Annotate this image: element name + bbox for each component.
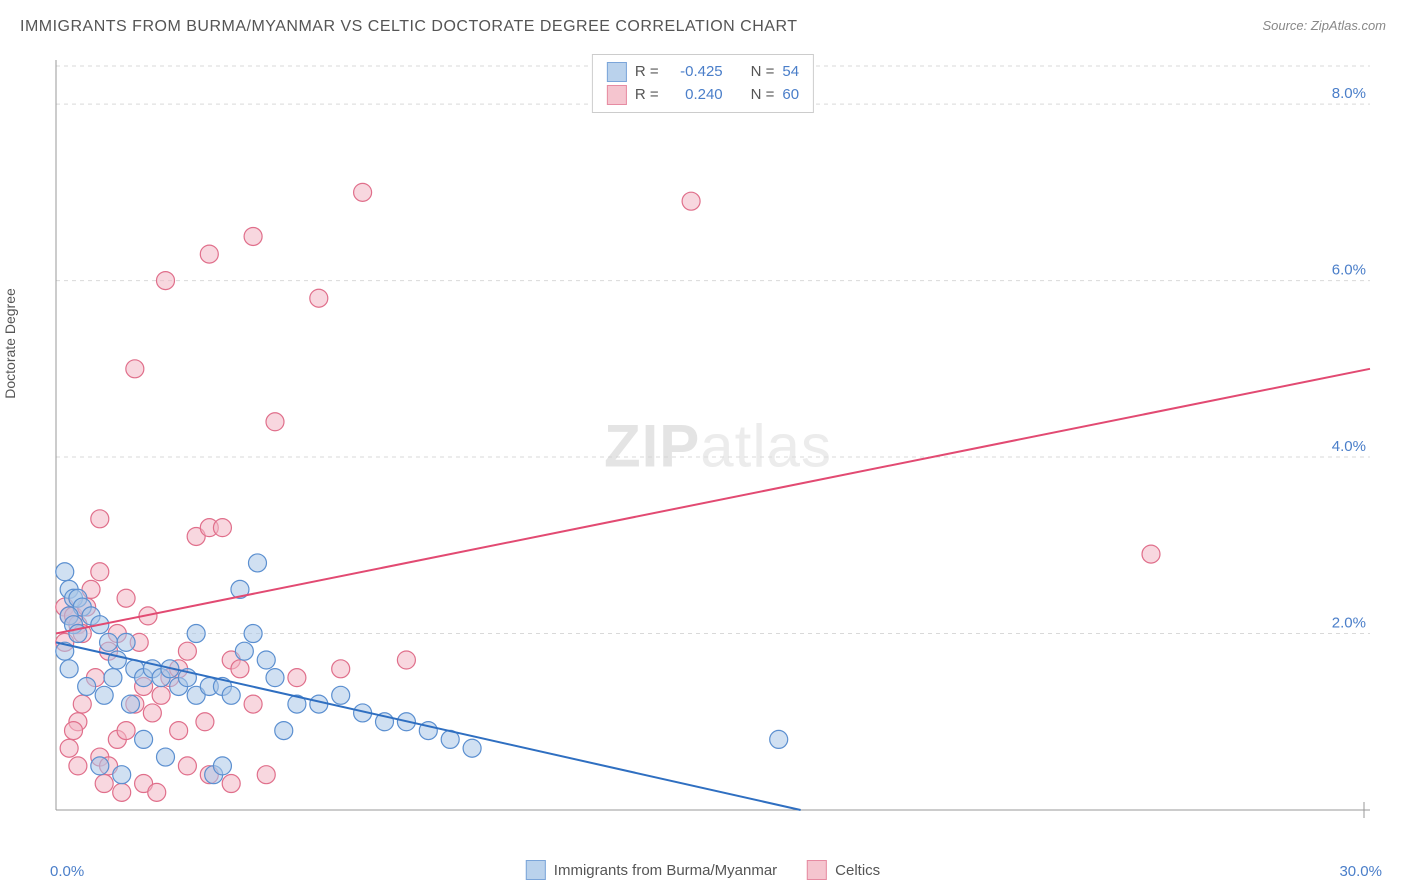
legend-n-label: N = (751, 61, 775, 84)
data-point (95, 775, 113, 793)
data-point (213, 757, 231, 775)
legend-n-label: N = (751, 84, 775, 107)
chart-area: 2.0%4.0%6.0%8.0% ZIPatlas (50, 50, 1386, 842)
data-point (108, 651, 126, 669)
data-point (178, 642, 196, 660)
data-point (91, 510, 109, 528)
data-point (200, 245, 218, 263)
y-tick-label: 6.0% (1332, 262, 1366, 279)
legend-r-value: 0.240 (667, 84, 723, 107)
data-point (257, 651, 275, 669)
data-point (196, 713, 214, 731)
legend-n-value: 54 (782, 61, 799, 84)
data-point (244, 695, 262, 713)
data-point (170, 722, 188, 740)
y-tick-label: 4.0% (1332, 438, 1366, 455)
data-point (91, 757, 109, 775)
data-point (354, 183, 372, 201)
data-point (332, 686, 350, 704)
data-point (60, 660, 78, 678)
legend-r-value: -0.425 (667, 61, 723, 84)
scatter-chart: 2.0% 4.0% 6.0% 8.0% (50, 50, 1386, 842)
data-point (157, 272, 175, 290)
trend-line (56, 369, 1370, 634)
data-point (135, 730, 153, 748)
data-point (56, 563, 74, 581)
data-point (213, 519, 231, 537)
legend-label: Immigrants from Burma/Myanmar (554, 862, 777, 879)
x-axis-min-label: 0.0% (50, 863, 84, 880)
data-point (463, 739, 481, 757)
data-point (275, 722, 293, 740)
data-point (1142, 545, 1160, 563)
data-point (143, 704, 161, 722)
data-point (332, 660, 350, 678)
data-point (95, 686, 113, 704)
data-point (113, 766, 131, 784)
data-point (248, 554, 266, 572)
data-point (152, 686, 170, 704)
data-point (310, 695, 328, 713)
data-point (121, 695, 139, 713)
data-point (235, 642, 253, 660)
data-point (65, 722, 83, 740)
data-point (73, 695, 91, 713)
legend-row: R = 0.240 N = 60 (607, 84, 799, 107)
data-point (157, 748, 175, 766)
legend-item: Celtics (807, 860, 880, 880)
data-point (126, 360, 144, 378)
data-point (117, 633, 135, 651)
legend-label: Celtics (835, 862, 880, 879)
x-axis-max-label: 30.0% (1339, 863, 1382, 880)
correlation-legend: R = -0.425 N = 54 R = 0.240 N = 60 (592, 54, 814, 113)
data-point (91, 563, 109, 581)
legend-r-label: R = (635, 61, 659, 84)
data-point (178, 757, 196, 775)
data-point (266, 669, 284, 687)
legend-r-label: R = (635, 84, 659, 107)
data-point (100, 633, 118, 651)
data-point (288, 669, 306, 687)
data-point (222, 686, 240, 704)
data-point (244, 625, 262, 643)
data-point (117, 722, 135, 740)
chart-title: IMMIGRANTS FROM BURMA/MYANMAR VS CELTIC … (20, 18, 798, 36)
legend-swatch (607, 85, 627, 105)
legend-n-value: 60 (782, 84, 799, 107)
data-point (187, 625, 205, 643)
y-tick-label: 8.0% (1332, 85, 1366, 102)
source-attribution: Source: ZipAtlas.com (1262, 18, 1386, 33)
legend-swatch (807, 860, 827, 880)
data-point (60, 739, 78, 757)
data-point (104, 669, 122, 687)
legend-swatch (607, 62, 627, 82)
data-point (266, 413, 284, 431)
y-axis-label: Doctorate Degree (2, 288, 18, 399)
data-point (117, 589, 135, 607)
data-point (231, 660, 249, 678)
series-legend: Immigrants from Burma/Myanmar Celtics (526, 860, 880, 880)
data-point (69, 757, 87, 775)
data-point (244, 227, 262, 245)
data-point (397, 651, 415, 669)
trend-line (56, 642, 801, 810)
data-point (257, 766, 275, 784)
data-point (113, 783, 131, 801)
legend-item: Immigrants from Burma/Myanmar (526, 860, 777, 880)
legend-row: R = -0.425 N = 54 (607, 61, 799, 84)
y-tick-label: 2.0% (1332, 615, 1366, 632)
data-point (78, 677, 96, 695)
data-point (770, 730, 788, 748)
data-point (222, 775, 240, 793)
data-point (310, 289, 328, 307)
data-point (682, 192, 700, 210)
legend-swatch (526, 860, 546, 880)
data-point (148, 783, 166, 801)
